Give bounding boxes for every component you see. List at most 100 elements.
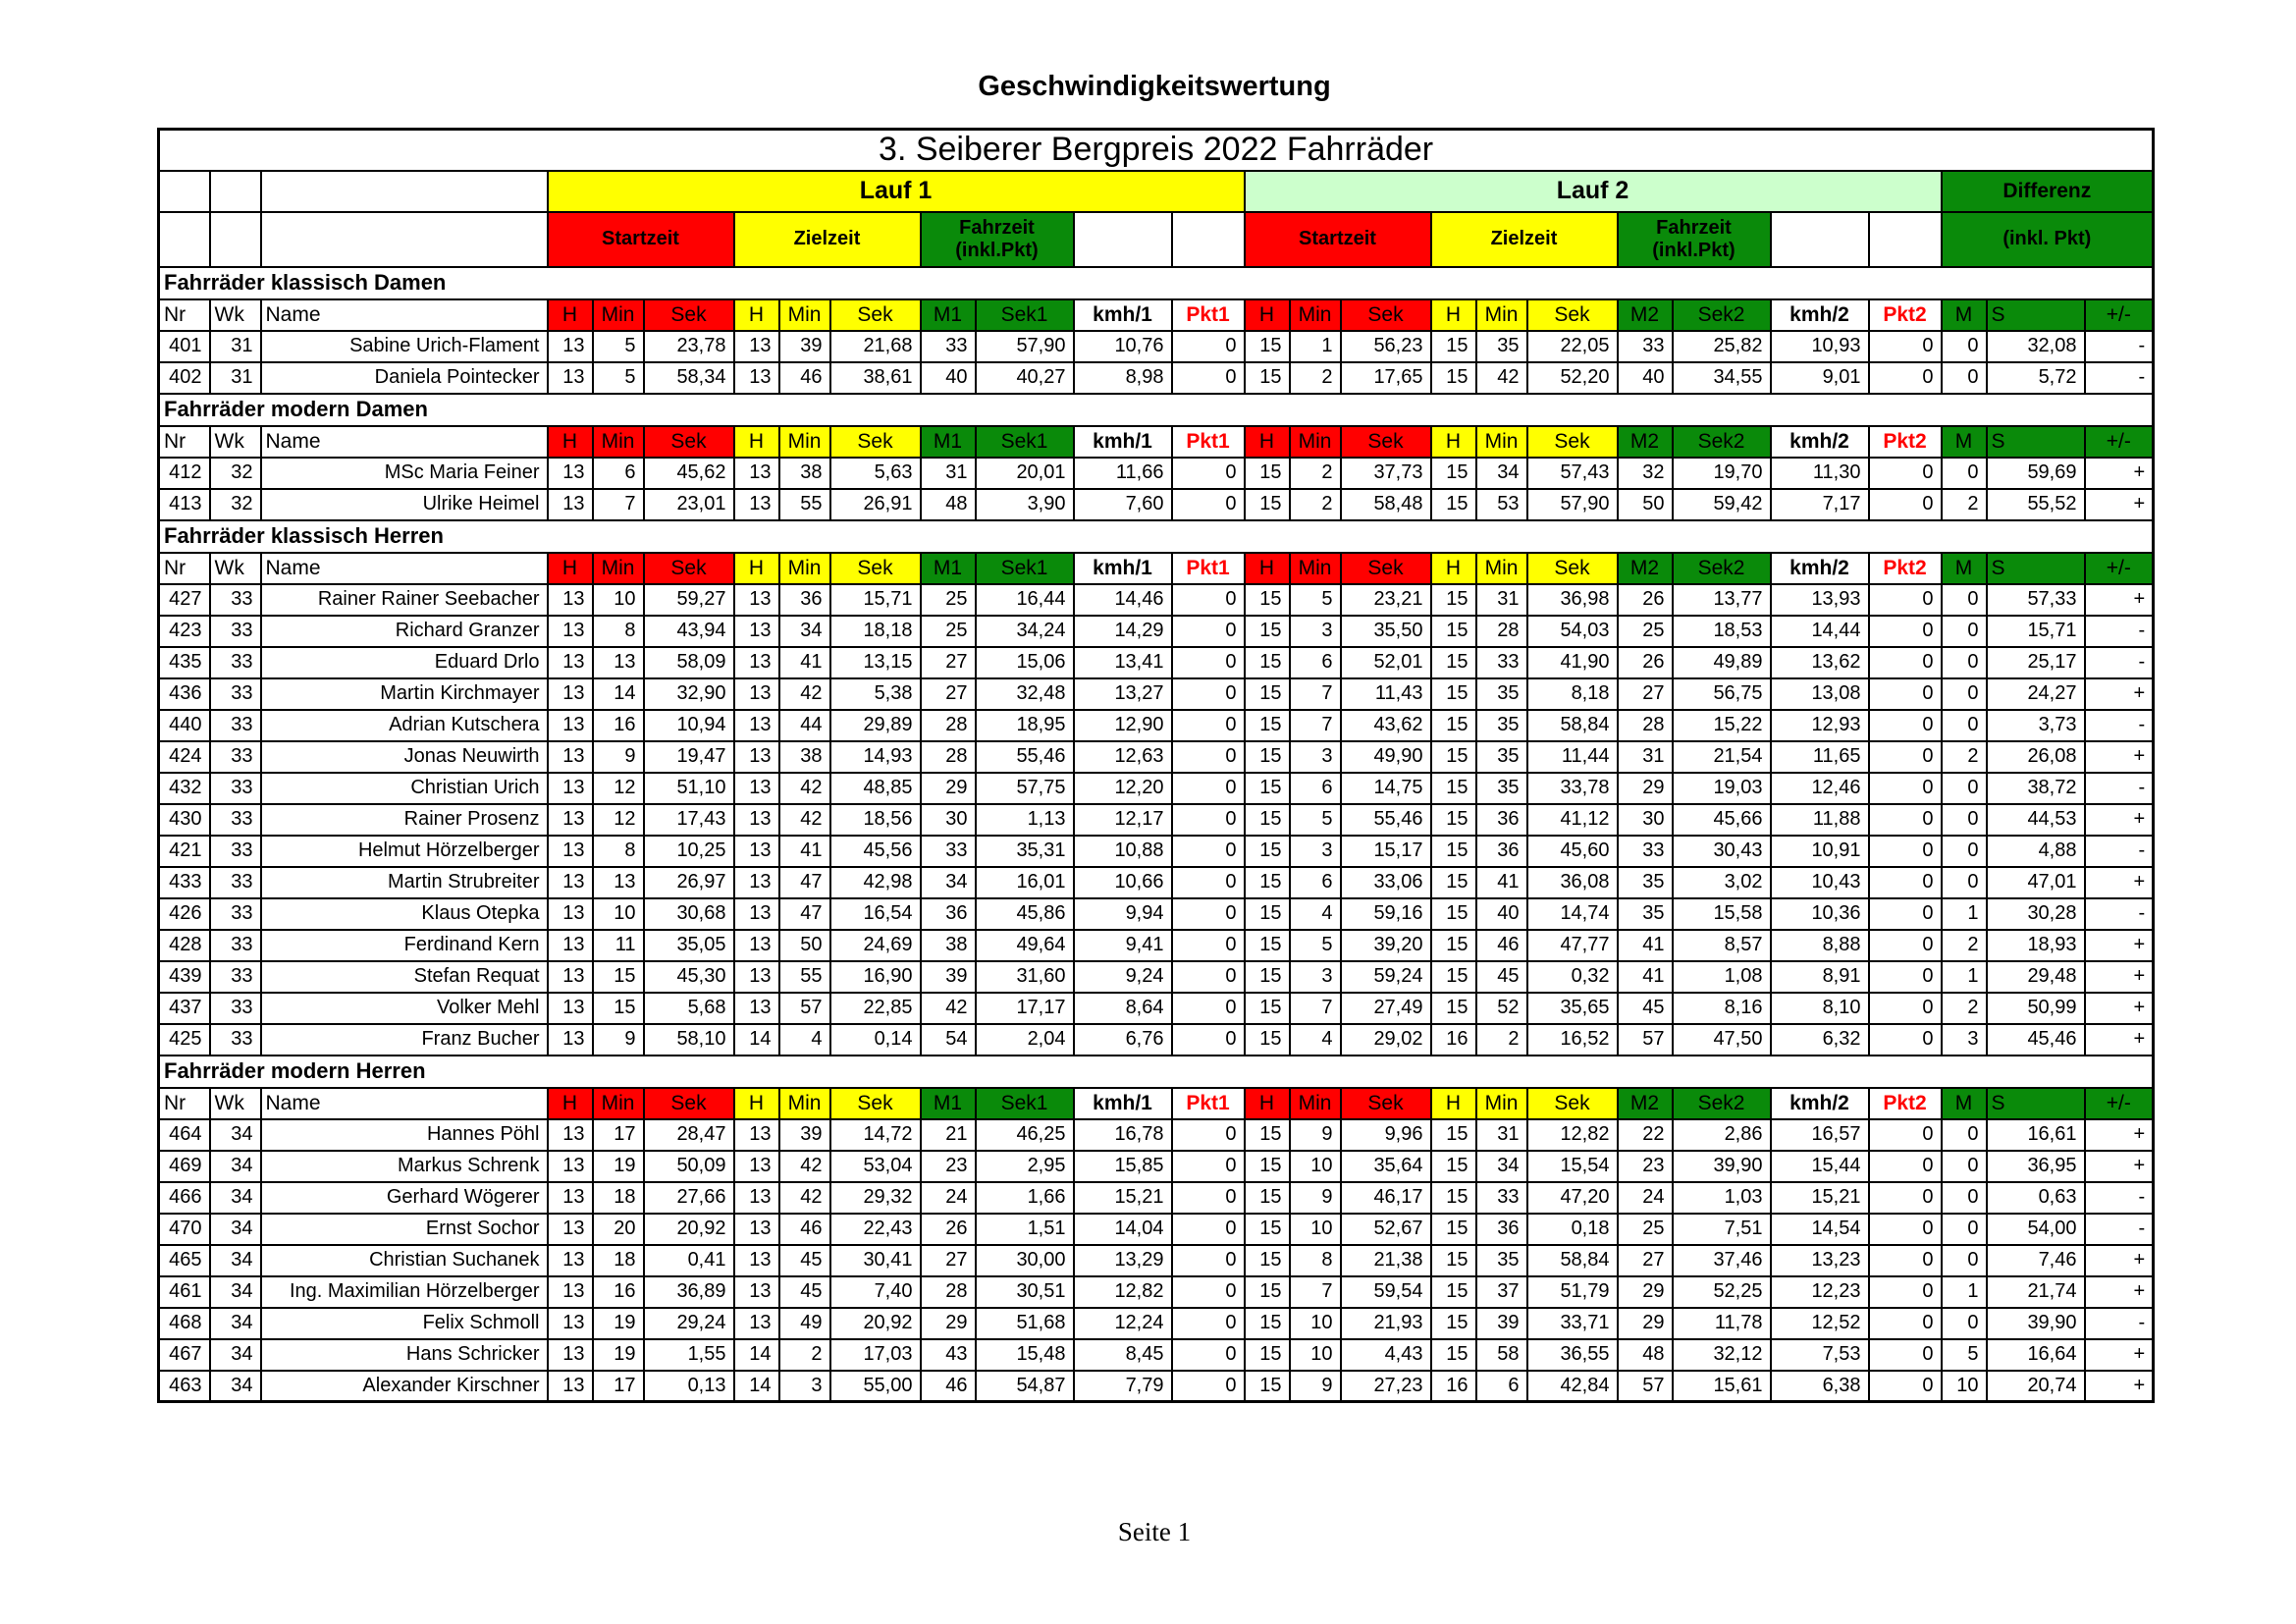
table-row: 430 33 Rainer Prosenz 13 12 17,43 13 42 18,56 30 1…: [157, 802, 2155, 837]
cell: 10: [1288, 1149, 1342, 1183]
column-header: Min: [591, 551, 645, 585]
cell: 12,20: [1072, 771, 1173, 805]
cell: 16,90: [828, 959, 922, 994]
cell: -: [2083, 360, 2155, 395]
cell: 52,25: [1671, 1274, 1772, 1309]
cell: 0: [1867, 834, 1943, 868]
cell: 15: [1243, 1306, 1291, 1340]
cell: 6: [1288, 645, 1342, 679]
cell: 29,89: [828, 708, 922, 742]
table-row: 435 33 Eduard Drlo 13 13 58,09 13 41 13,15 27 15,0…: [157, 645, 2155, 679]
column-header-row: Nr Wk Name H Min Sek H Min Sek M1 Sek1 kmh/1 Pkt1 H Mi…: [157, 1086, 2155, 1120]
cell: -: [2083, 708, 2155, 742]
column-header: Sek1: [974, 551, 1075, 585]
cell-name: Alexander Kirschner: [259, 1369, 549, 1403]
cell-wk: 34: [208, 1369, 262, 1403]
cell: 35: [1474, 739, 1528, 774]
cell: 1,03: [1671, 1180, 1772, 1215]
cell: 10: [591, 582, 645, 617]
cell: 13: [546, 1243, 594, 1277]
section-title-row: Fahrräder klassisch Damen: [157, 265, 2155, 300]
cell: 23: [919, 1149, 977, 1183]
cell: +: [2083, 1149, 2155, 1183]
cell-wk: 33: [208, 834, 262, 868]
cell: 59,69: [1985, 456, 2086, 490]
cell: 1: [1940, 896, 1988, 931]
cell: 14,75: [1339, 771, 1432, 805]
table-row: 469 34 Markus Schrenk 13 19 50,09 13 42 53,04 23 2…: [157, 1149, 2155, 1183]
cell: 20,01: [974, 456, 1075, 490]
cell: 26: [919, 1212, 977, 1246]
cell-nr: 413: [157, 487, 211, 521]
cell: 40: [919, 360, 977, 395]
cell-wk: 34: [208, 1243, 262, 1277]
cell: 15: [1243, 582, 1291, 617]
cell: 13: [546, 329, 594, 363]
table-row: 401 31 Sabine Urich-Flament 13 5 23,78 13 39 21,…: [157, 329, 2155, 363]
cell: +: [2083, 487, 2155, 521]
cell: 10: [1288, 1212, 1342, 1246]
cell: 15: [1243, 614, 1291, 648]
cell: 34,55: [1671, 360, 1772, 395]
column-header: M: [1940, 1086, 1988, 1120]
cell: 48,85: [828, 771, 922, 805]
cell: 33: [1474, 1180, 1528, 1215]
cell-name: Gerhard Wögerer: [259, 1180, 549, 1215]
cell: 0: [1940, 708, 1988, 742]
cell: 0: [1867, 677, 1943, 711]
column-header: kmh/1: [1072, 551, 1173, 585]
cell-name: Sabine Urich-Flament: [259, 329, 549, 363]
cell: 2: [1940, 739, 1988, 774]
cell: 15,71: [828, 582, 922, 617]
cell: 5,63: [828, 456, 922, 490]
cell-wk: 33: [208, 677, 262, 711]
cell: 7,17: [1769, 487, 1870, 521]
cell: 41: [1616, 928, 1674, 962]
cell: 36,98: [1525, 582, 1619, 617]
cell: 45: [777, 1274, 831, 1309]
cell: 13: [732, 487, 780, 521]
cell: 28: [919, 1274, 977, 1309]
cell: 35: [1474, 1243, 1528, 1277]
cell: 37,73: [1339, 456, 1432, 490]
cell-wk: 33: [208, 645, 262, 679]
cell: 43: [919, 1337, 977, 1372]
cell: 13: [546, 896, 594, 931]
cell: 0: [1867, 865, 1943, 899]
cell: 18,56: [828, 802, 922, 837]
cell: 3,02: [1671, 865, 1772, 899]
cell: 0: [1867, 456, 1943, 490]
lauf2-fahrzeit-header: Fahrzeit (inkl.Pkt): [1616, 210, 1772, 268]
cell: 17,17: [974, 991, 1075, 1025]
column-header: kmh/1: [1072, 424, 1173, 459]
cell: 13,23: [1769, 1243, 1870, 1277]
cell: 0: [1170, 834, 1246, 868]
cell: 13: [732, 771, 780, 805]
lauf2-zielzeit-header: Zielzeit: [1429, 210, 1619, 268]
cell-wk: 34: [208, 1212, 262, 1246]
column-header: +/-: [2083, 551, 2155, 585]
cell: 13: [546, 1212, 594, 1246]
cell: 33,78: [1525, 771, 1619, 805]
cell-wk: 31: [208, 329, 262, 363]
cell: 13: [732, 1212, 780, 1246]
column-header: Min: [777, 551, 831, 585]
column-header: H: [546, 424, 594, 459]
cell-name: Rainer Rainer Seebacher: [259, 582, 549, 617]
cell: 31,60: [974, 959, 1075, 994]
cell-nr: 427: [157, 582, 211, 617]
cell: 23,01: [642, 487, 735, 521]
cell: 15: [1243, 1149, 1291, 1183]
cell: -: [2083, 329, 2155, 363]
cell: 15,44: [1769, 1149, 1870, 1183]
cell: 15: [1243, 1117, 1291, 1152]
column-header: H: [732, 1086, 780, 1120]
lauf2-header: Lauf 2: [1243, 169, 1943, 213]
table-row: 432 33 Christian Urich 13 12 51,10 13 42 48,85 29…: [157, 771, 2155, 805]
cell: 19: [591, 1306, 645, 1340]
cell: 19: [591, 1149, 645, 1183]
column-header: Sek: [828, 1086, 922, 1120]
cell: 39: [777, 1117, 831, 1152]
cell: 35,31: [974, 834, 1075, 868]
cell-nr: 423: [157, 614, 211, 648]
